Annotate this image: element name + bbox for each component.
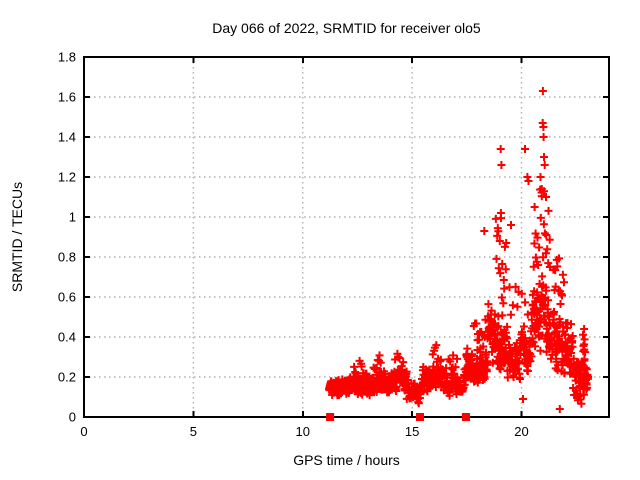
y-tick-label: 0 (68, 409, 76, 425)
x-tick-label: 5 (189, 424, 197, 439)
x-tick-label: 0 (80, 424, 88, 439)
y-tick-label: 0.8 (57, 249, 76, 265)
y-tick-label: 1 (68, 209, 76, 225)
x-tick-label: 15 (404, 424, 420, 439)
y-tick-label: 0.4 (57, 329, 76, 345)
y-tick-label: 1.8 (57, 49, 76, 65)
y-tick-label: 0.2 (57, 369, 76, 385)
y-axis-label: SRMTID / TECUs (9, 181, 25, 293)
x-axis-label: GPS time / hours (293, 452, 400, 468)
y-tick-label: 1.2 (57, 169, 76, 185)
y-tick-label: 1.6 (57, 89, 76, 105)
x-tick-label: 20 (514, 424, 529, 439)
y-tick-label: 1.4 (57, 129, 76, 145)
y-tick-label: 0.6 (57, 289, 76, 305)
x-tick-label: 10 (295, 424, 310, 439)
chart-title: Day 066 of 2022, SRMTID for receiver olo… (212, 20, 481, 36)
